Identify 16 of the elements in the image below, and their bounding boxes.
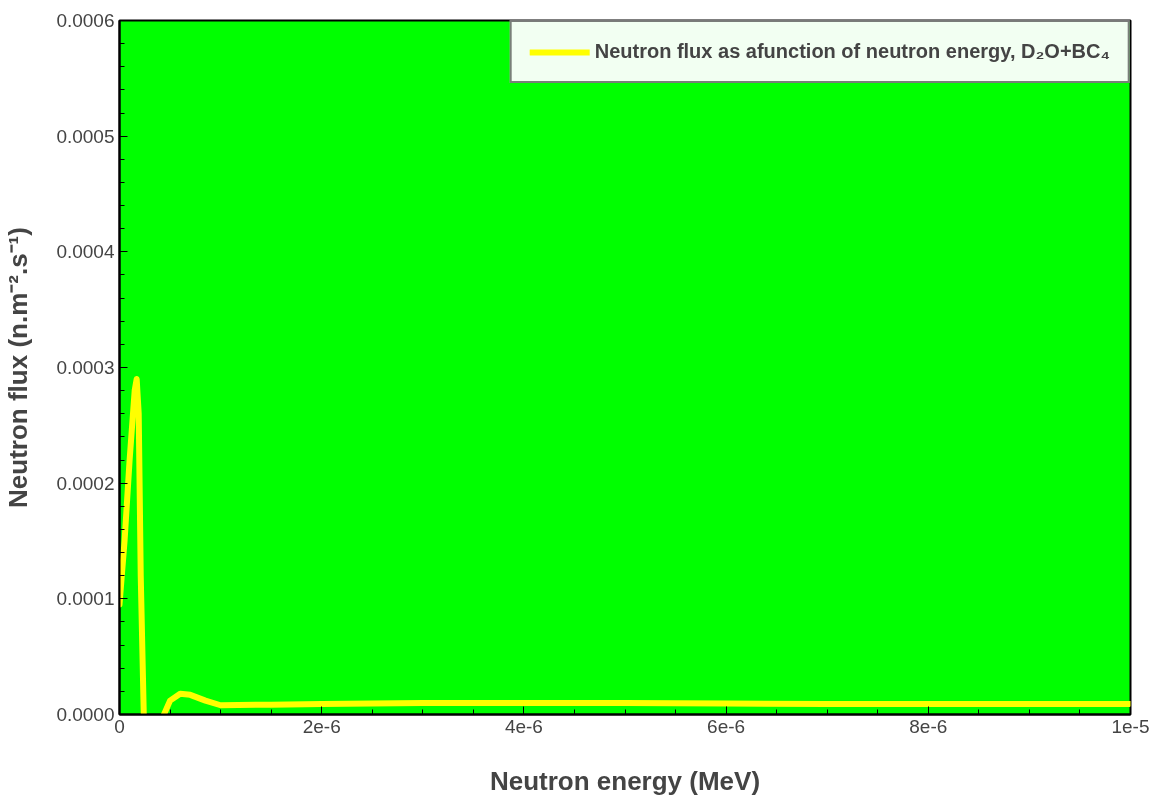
x-tick-label: 0 — [114, 715, 125, 737]
x-tick-label: 2e-6 — [302, 715, 341, 737]
y-tick-label: 0.0001 — [56, 588, 115, 610]
x-tick-label: 1e-5 — [1111, 715, 1150, 737]
x-tick-label: 4e-6 — [504, 715, 543, 737]
legend-label: Neutron flux as afunction of neutron energy, D₂O+BC₄ — [594, 40, 1110, 63]
x-tick-label: 8e-6 — [909, 715, 948, 737]
y-tick-label: 0.0005 — [56, 125, 115, 147]
y-tick-label: 0.0002 — [56, 472, 115, 494]
x-axis-title: Neutron energy (MeV) — [489, 765, 761, 796]
x-tick-label: 6e-6 — [707, 715, 746, 737]
y-tick-label: 0.0000 — [56, 704, 115, 725]
y-tick-label: 0.0006 — [56, 10, 115, 31]
y-axis-title: Neutron flux (n.m⁻².s⁻¹) — [3, 227, 34, 508]
y-tick-label: 0.0003 — [56, 357, 115, 378]
y-tick-label: 0.0004 — [56, 241, 115, 263]
